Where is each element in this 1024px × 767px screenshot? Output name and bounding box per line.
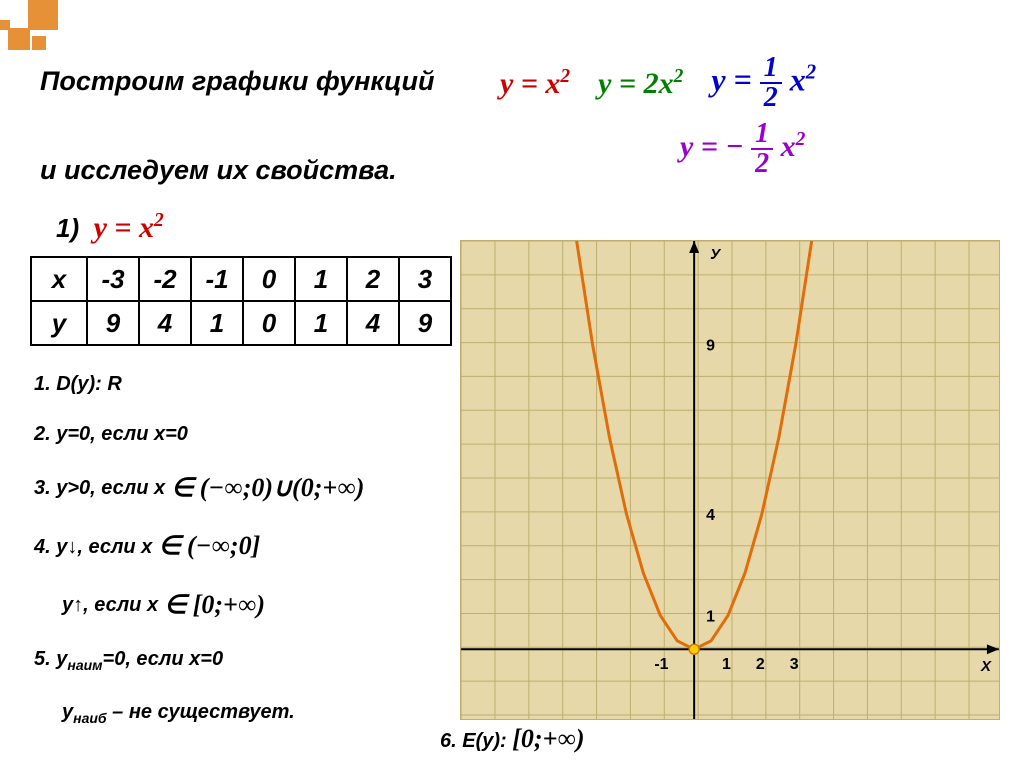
- svg-text:3: 3: [790, 656, 799, 673]
- subheading: и исследуем их свойства.: [40, 155, 397, 186]
- svg-text:9: 9: [706, 338, 715, 355]
- property-6: 6. E(y): [0;+∞): [440, 724, 585, 754]
- property-1: 1. D(y): R: [34, 370, 364, 398]
- value-table: x -3 -2 -1 0 1 2 3 y 9 4 1 0 1 4 9: [30, 256, 452, 346]
- svg-text:4: 4: [706, 507, 715, 524]
- function-1: y = x2: [500, 66, 570, 101]
- svg-text:X: X: [980, 658, 992, 675]
- functions-list: y = x2 y = 2x2 y = 12 x2: [500, 54, 816, 112]
- property-4b: y↑, если x ∈ [0;+∞): [62, 587, 364, 623]
- function-3: y = 12 x2: [711, 54, 816, 112]
- property-2: 2. y=0, если x=0: [34, 420, 364, 448]
- svg-text:-1: -1: [654, 656, 668, 673]
- table-row: y 9 4 1 0 1 4 9: [31, 301, 451, 345]
- property-3: 3. y>0, если x ∈ (−∞;0)∪(0;+∞): [34, 470, 364, 506]
- svg-text:1: 1: [722, 656, 731, 673]
- page-heading: Построим графики функций: [40, 66, 435, 97]
- table-row: x -3 -2 -1 0 1 2 3: [31, 257, 451, 301]
- property-5b: yнаиб – не существует.: [62, 698, 364, 729]
- svg-text:У: У: [710, 246, 722, 263]
- item-1-label: 1) y = x2: [56, 210, 164, 245]
- parabola-chart: У X -1 1 2 3 1 4 9: [460, 240, 1000, 720]
- svg-text:1: 1: [706, 608, 715, 625]
- properties-list: 1. D(y): R 2. y=0, если x=0 3. y>0, если…: [34, 370, 364, 750]
- property-5a: 5. yнаим=0, если x=0: [34, 645, 364, 676]
- decorative-squares: [0, 0, 80, 70]
- function-4: y = − 12 x2: [680, 120, 805, 178]
- property-4a: 4. y↓, если x ∈ (−∞;0]: [34, 528, 364, 564]
- function-2: y = 2x2: [598, 66, 683, 101]
- svg-text:2: 2: [756, 656, 765, 673]
